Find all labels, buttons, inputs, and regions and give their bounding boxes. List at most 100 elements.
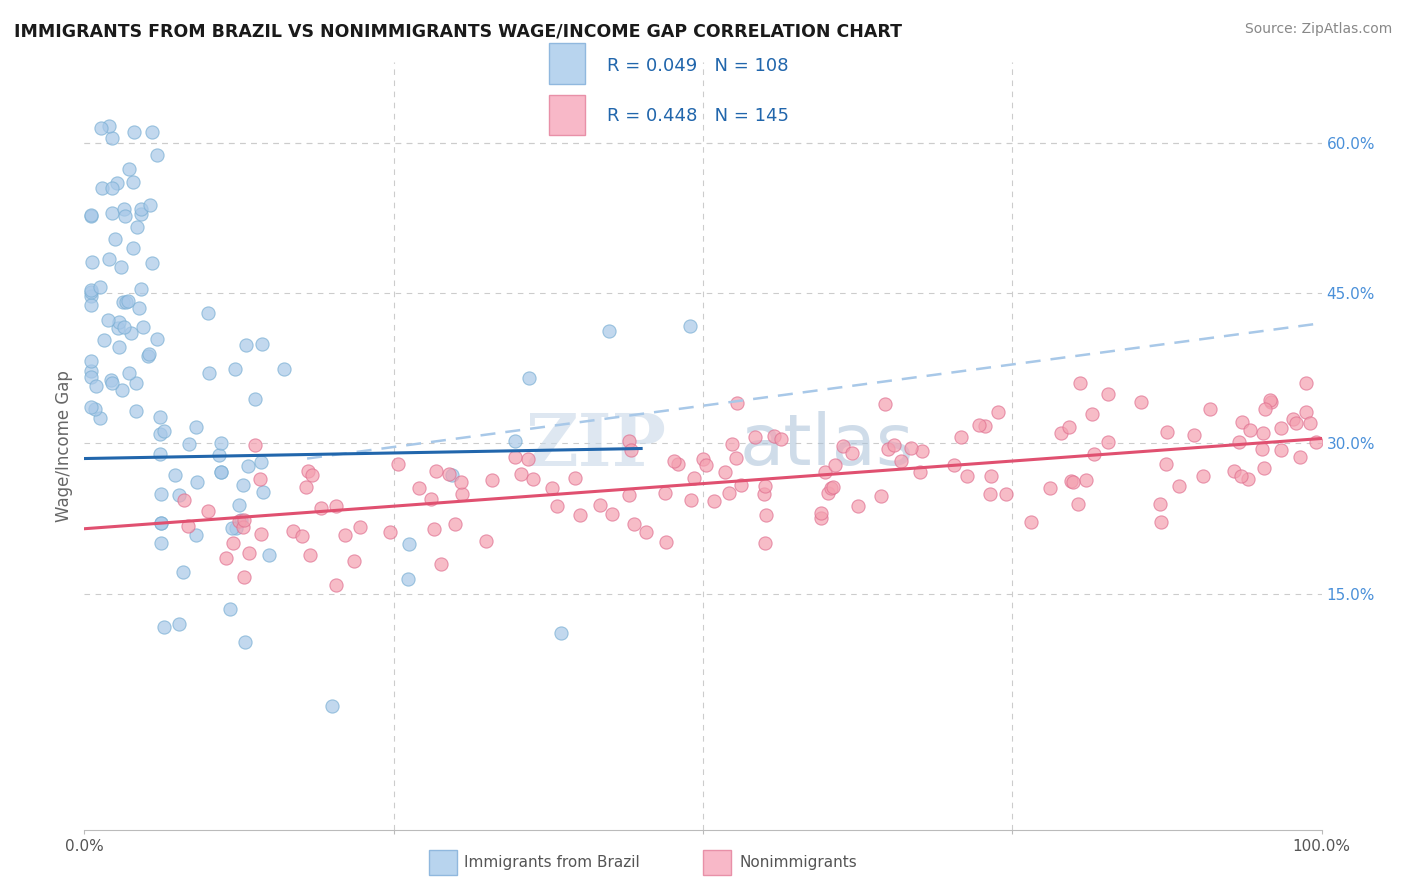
Text: R = 0.049   N = 108: R = 0.049 N = 108 (607, 57, 789, 75)
Point (1154, 457, 1177, 471)
Point (396, 572, 419, 586)
Point (1074, 474, 1097, 488)
Point (291, 529, 314, 543)
FancyBboxPatch shape (548, 43, 585, 84)
Point (232, 519, 254, 533)
Point (141, 255, 163, 269)
Point (769, 432, 792, 446)
Point (169, 488, 191, 502)
Point (149, 516, 172, 530)
Point (721, 436, 744, 450)
Point (654, 486, 676, 500)
Point (817, 486, 839, 500)
Point (956, 469, 979, 483)
Point (138, 347, 160, 361)
Point (846, 499, 869, 513)
Y-axis label: Wage/Income Gap: Wage/Income Gap (55, 370, 73, 522)
Point (683, 471, 706, 485)
Point (128, 301, 150, 316)
Point (890, 454, 912, 468)
Point (139, 198, 162, 212)
Point (141, 125, 163, 139)
Point (197, 504, 219, 518)
Point (79, 298, 101, 312)
Point (754, 487, 776, 501)
Point (129, 202, 152, 216)
Point (250, 336, 273, 351)
Point (1062, 475, 1084, 490)
Point (995, 487, 1018, 501)
Point (311, 500, 333, 515)
Point (666, 457, 689, 471)
Point (110, 260, 132, 274)
Point (273, 362, 295, 376)
Point (1184, 427, 1206, 442)
Point (1021, 515, 1043, 529)
Point (692, 451, 714, 466)
Point (387, 457, 409, 471)
Point (724, 451, 747, 466)
Point (754, 536, 776, 550)
Point (238, 546, 260, 560)
Point (90, 181, 112, 195)
Point (108, 340, 131, 354)
Point (703, 493, 725, 508)
Point (1057, 419, 1080, 434)
Point (1191, 468, 1213, 483)
Point (129, 282, 152, 296)
Point (93, 333, 115, 347)
Point (79, 209, 101, 223)
Point (79, 370, 101, 384)
Point (79, 208, 101, 222)
Point (89, 280, 111, 294)
Point (186, 420, 208, 434)
Point (967, 418, 990, 433)
Point (1282, 412, 1305, 426)
Point (118, 366, 141, 380)
Point (107, 315, 129, 329)
Point (149, 536, 172, 550)
Text: Nonimmigrants: Nonimmigrants (740, 855, 858, 870)
Point (598, 324, 620, 338)
Point (325, 499, 347, 513)
Point (112, 319, 135, 334)
Point (333, 528, 356, 542)
Point (509, 467, 531, 482)
Point (299, 548, 322, 562)
Point (900, 442, 922, 456)
Point (950, 430, 973, 444)
Point (112, 202, 135, 217)
Point (229, 513, 252, 527)
Point (755, 508, 778, 522)
Point (115, 295, 138, 310)
Point (730, 477, 752, 491)
Point (763, 429, 786, 443)
Point (343, 554, 366, 568)
Point (877, 442, 900, 456)
Point (84, 379, 107, 393)
Point (600, 507, 623, 521)
Point (122, 175, 145, 189)
Point (104, 232, 127, 246)
Point (481, 473, 503, 487)
Point (841, 446, 863, 460)
Point (620, 443, 643, 458)
Point (517, 452, 540, 467)
Point (419, 492, 441, 507)
Point (215, 551, 238, 566)
Point (1295, 405, 1317, 419)
Point (550, 626, 572, 640)
Point (717, 486, 740, 500)
Point (1270, 442, 1292, 457)
Point (225, 521, 247, 535)
Point (1199, 402, 1222, 417)
Point (122, 125, 145, 139)
Point (252, 485, 274, 500)
Point (1069, 376, 1091, 391)
Point (987, 405, 1010, 419)
Point (569, 508, 592, 522)
Point (349, 520, 371, 534)
Point (1260, 394, 1282, 409)
Text: R = 0.448   N = 145: R = 0.448 N = 145 (607, 107, 789, 125)
Text: Source: ZipAtlas.com: Source: ZipAtlas.com (1244, 22, 1392, 37)
